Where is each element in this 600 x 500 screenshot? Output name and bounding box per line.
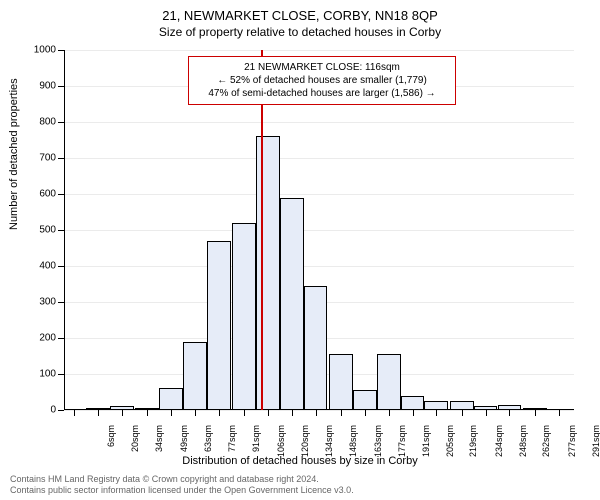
gridline-h (64, 122, 574, 123)
histogram-bar (256, 136, 280, 410)
y-tick-label: 600 (0, 189, 56, 200)
y-tick (58, 194, 64, 195)
y-tick-label: 200 (0, 333, 56, 344)
y-tick-label: 400 (0, 261, 56, 272)
y-tick-label: 700 (0, 153, 56, 164)
x-tick (535, 410, 536, 416)
y-tick (58, 230, 64, 231)
y-tick (58, 122, 64, 123)
footer-line1: Contains HM Land Registry data © Crown c… (10, 474, 354, 485)
histogram-bar (207, 241, 231, 410)
x-tick-label: 248sqm (518, 425, 528, 465)
y-tick-label: 0 (0, 405, 56, 416)
y-tick-label: 300 (0, 297, 56, 308)
annotation-line2: ← 52% of detached houses are smaller (1,… (197, 74, 447, 87)
histogram-bar (377, 354, 401, 410)
x-tick-label: 277sqm (567, 425, 577, 465)
histogram-bar (424, 401, 448, 410)
x-tick (74, 410, 75, 416)
histogram-bar (450, 401, 474, 410)
y-tick (58, 86, 64, 87)
x-tick-label: 120sqm (300, 425, 310, 465)
x-tick-label: 291sqm (591, 425, 600, 465)
gridline-h (64, 158, 574, 159)
x-tick-label: 177sqm (397, 425, 407, 465)
x-tick (195, 410, 196, 416)
histogram-bar (329, 354, 353, 410)
x-tick (147, 410, 148, 416)
histogram-bar (353, 390, 377, 410)
x-tick (244, 410, 245, 416)
x-tick-label: 191sqm (421, 425, 431, 465)
x-tick (219, 410, 220, 416)
x-tick (436, 410, 437, 416)
y-tick (58, 338, 64, 339)
x-tick-label: 163sqm (373, 425, 383, 465)
x-tick-label: 205sqm (445, 425, 455, 465)
histogram-bar (159, 388, 183, 410)
x-tick (341, 410, 342, 416)
y-tick-label: 500 (0, 225, 56, 236)
x-tick-label: 77sqm (227, 425, 237, 465)
x-tick (316, 410, 317, 416)
footer-line2: Contains public sector information licen… (10, 485, 354, 496)
y-tick (58, 374, 64, 375)
x-tick-label: 234sqm (494, 425, 504, 465)
y-tick-label: 800 (0, 117, 56, 128)
x-tick (462, 410, 463, 416)
x-tick (122, 410, 123, 416)
gridline-h (64, 230, 574, 231)
x-tick (389, 410, 390, 416)
histogram-bar (183, 342, 207, 410)
x-tick (365, 410, 366, 416)
y-tick (58, 158, 64, 159)
gridline-h (64, 194, 574, 195)
x-tick-label: 148sqm (348, 425, 358, 465)
annotation-box: 21 NEWMARKET CLOSE: 116sqm ← 52% of deta… (188, 56, 456, 105)
x-tick (171, 410, 172, 416)
x-tick-label: 262sqm (541, 425, 551, 465)
x-tick-label: 34sqm (154, 425, 164, 465)
gridline-h (64, 50, 574, 51)
x-tick (98, 410, 99, 416)
x-tick (486, 410, 487, 416)
y-tick (58, 50, 64, 51)
x-tick-label: 219sqm (468, 425, 478, 465)
x-tick (292, 410, 293, 416)
x-tick-label: 63sqm (203, 425, 213, 465)
x-tick-label: 134sqm (324, 425, 334, 465)
histogram-bar (401, 396, 425, 410)
annotation-line1: 21 NEWMARKET CLOSE: 116sqm (197, 61, 447, 74)
chart-area: 21 NEWMARKET CLOSE: 116sqm ← 52% of deta… (64, 50, 574, 410)
gridline-h (64, 266, 574, 267)
annotation-line3: 47% of semi-detached houses are larger (… (197, 87, 447, 100)
y-tick (58, 410, 64, 411)
footer-attribution: Contains HM Land Registry data © Crown c… (10, 474, 354, 496)
x-tick (413, 410, 414, 416)
x-tick (509, 410, 510, 416)
x-tick (268, 410, 269, 416)
title-sub: Size of property relative to detached ho… (0, 23, 600, 39)
y-tick (58, 302, 64, 303)
x-tick-label: 91sqm (251, 425, 261, 465)
x-tick-label: 6sqm (106, 425, 116, 465)
y-tick (58, 266, 64, 267)
histogram-bar (304, 286, 328, 410)
x-tick (559, 410, 560, 416)
histogram-bar (280, 198, 304, 410)
chart-container: 21, NEWMARKET CLOSE, CORBY, NN18 8QP Siz… (0, 0, 600, 500)
y-tick-label: 100 (0, 369, 56, 380)
histogram-bar (232, 223, 256, 410)
y-tick-label: 900 (0, 81, 56, 92)
gridline-h (64, 410, 574, 411)
y-tick-label: 1000 (0, 45, 56, 56)
x-tick-label: 20sqm (130, 425, 140, 465)
title-main: 21, NEWMARKET CLOSE, CORBY, NN18 8QP (0, 0, 600, 23)
x-tick-label: 106sqm (276, 425, 286, 465)
x-tick-label: 49sqm (179, 425, 189, 465)
